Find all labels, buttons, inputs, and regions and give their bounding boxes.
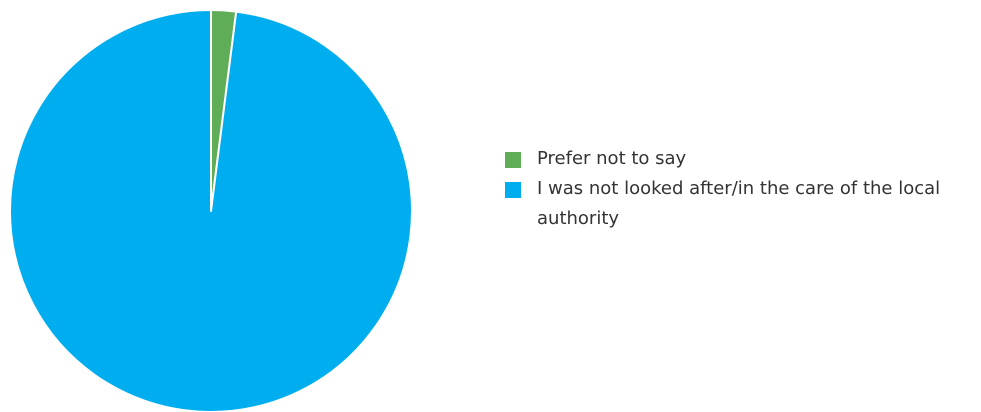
legend-item-prefer-not-to-say: Prefer not to say (505, 144, 975, 174)
legend-label-not-looked-after: I was not looked after/in the care of th… (537, 178, 941, 229)
legend-swatch-prefer-not-to-say (505, 152, 521, 168)
legend-label-prefer-not-to-say: Prefer not to say (537, 148, 687, 169)
pie-slice-not-looked-after (9, 9, 413, 412)
pie-plot-area (9, 9, 413, 412)
chart-legend: Prefer not to say I was not looked after… (505, 144, 975, 234)
legend-swatch-not-looked-after (505, 182, 521, 198)
legend-item-not-looked-after: I was not looked after/in the care of th… (505, 174, 975, 234)
